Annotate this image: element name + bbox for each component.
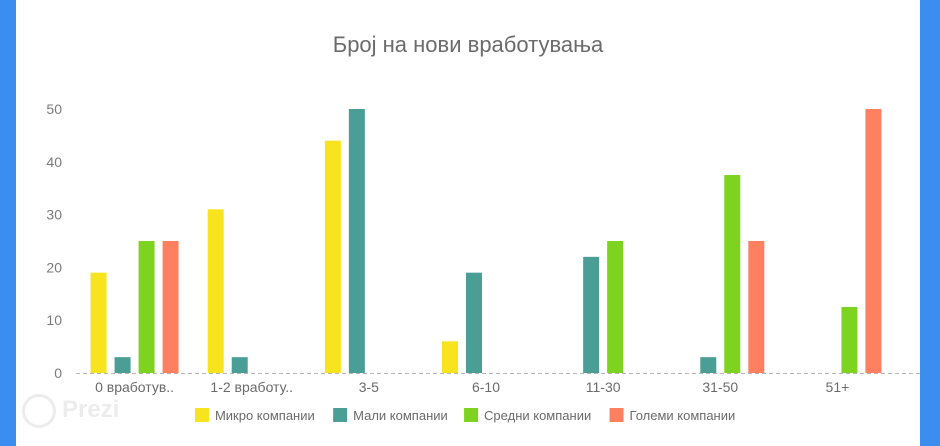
watermark-text: Prezi <box>62 396 120 423</box>
bar-2-6 <box>700 357 717 373</box>
chart-title: Број на нови вработувања <box>332 32 604 57</box>
bar-1-1 <box>90 272 107 373</box>
legend-label-3: Средни компании <box>484 408 591 423</box>
bar-3-6 <box>724 175 741 373</box>
legend-label-4: Големи компании <box>630 408 736 423</box>
bar-2-3 <box>348 109 365 373</box>
y-tick-label: 50 <box>46 101 62 117</box>
prezi-logo-icon <box>22 394 56 428</box>
bar-2-5 <box>583 256 600 373</box>
legend-swatch-2 <box>333 408 348 422</box>
bar-1-4 <box>442 341 458 373</box>
x-tick-label: 31-50 <box>702 379 738 395</box>
bar-chart: 0 10 20 30 40 50 0 вработув.. 1-2 вработу.. 3-5 6… <box>46 101 920 423</box>
legend-swatch-4 <box>609 408 624 422</box>
bar-1-3 <box>324 140 341 373</box>
x-tick-label: 1-2 вработу.. <box>210 379 293 395</box>
bar-3-7 <box>841 307 858 373</box>
y-tick-label: 40 <box>46 154 62 170</box>
bar-3-5 <box>607 241 624 373</box>
legend-label-1: Микро компании <box>215 408 315 423</box>
bar-4-7 <box>865 109 882 373</box>
y-tick-label: 0 <box>54 365 62 381</box>
bar-3-1 <box>138 241 155 373</box>
bar-2-2 <box>231 357 248 373</box>
chart-frame: Број на нови вработувања 0 10 20 30 40 50 0 вр… <box>16 0 920 446</box>
x-tick-label: 0 вработув.. <box>95 379 174 395</box>
x-tick-label: 51+ <box>826 379 850 395</box>
y-tick-label: 10 <box>46 312 62 328</box>
x-tick-label: 6-10 <box>472 379 500 395</box>
legend-swatch-3 <box>464 408 479 422</box>
bar-4-1 <box>162 241 179 373</box>
x-tick-label: 3-5 <box>359 379 379 395</box>
bar-2-4 <box>466 272 482 373</box>
y-tick-label: 30 <box>46 207 62 223</box>
bar-2-1 <box>114 357 131 373</box>
legend-label-2: Мали компании <box>353 408 448 423</box>
bar-4-6 <box>748 241 765 373</box>
legend-swatch-1 <box>194 408 209 422</box>
y-tick-label: 20 <box>46 259 62 275</box>
bar-1-2 <box>207 209 224 373</box>
x-tick-label: 11-30 <box>586 379 621 395</box>
prezi-watermark: Prezi <box>22 388 132 434</box>
